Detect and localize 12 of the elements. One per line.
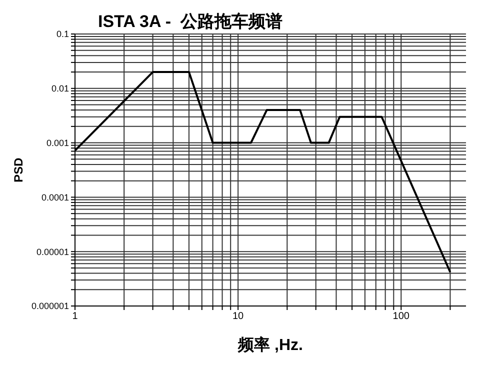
y-tick-label: 0.000001 (31, 301, 69, 312)
x-axis-title: 频率 ,Hz. (237, 335, 303, 354)
chart-title: ISTA 3A - 公路拖车频谱 (98, 11, 282, 33)
x-tick-label: 10 (232, 311, 244, 322)
x-tick-label: 100 (392, 311, 410, 322)
x-tick-label: 1 (72, 311, 78, 322)
y-tick-label: 0.0001 (41, 192, 69, 202)
y-tick-label: 0.00001 (36, 246, 69, 257)
y-axis-title: PSD (11, 157, 26, 182)
y-tick-label: 0.001 (46, 138, 69, 148)
y-tick-label: 0.01 (51, 84, 69, 94)
y-tick-label: 0.1 (56, 29, 69, 40)
